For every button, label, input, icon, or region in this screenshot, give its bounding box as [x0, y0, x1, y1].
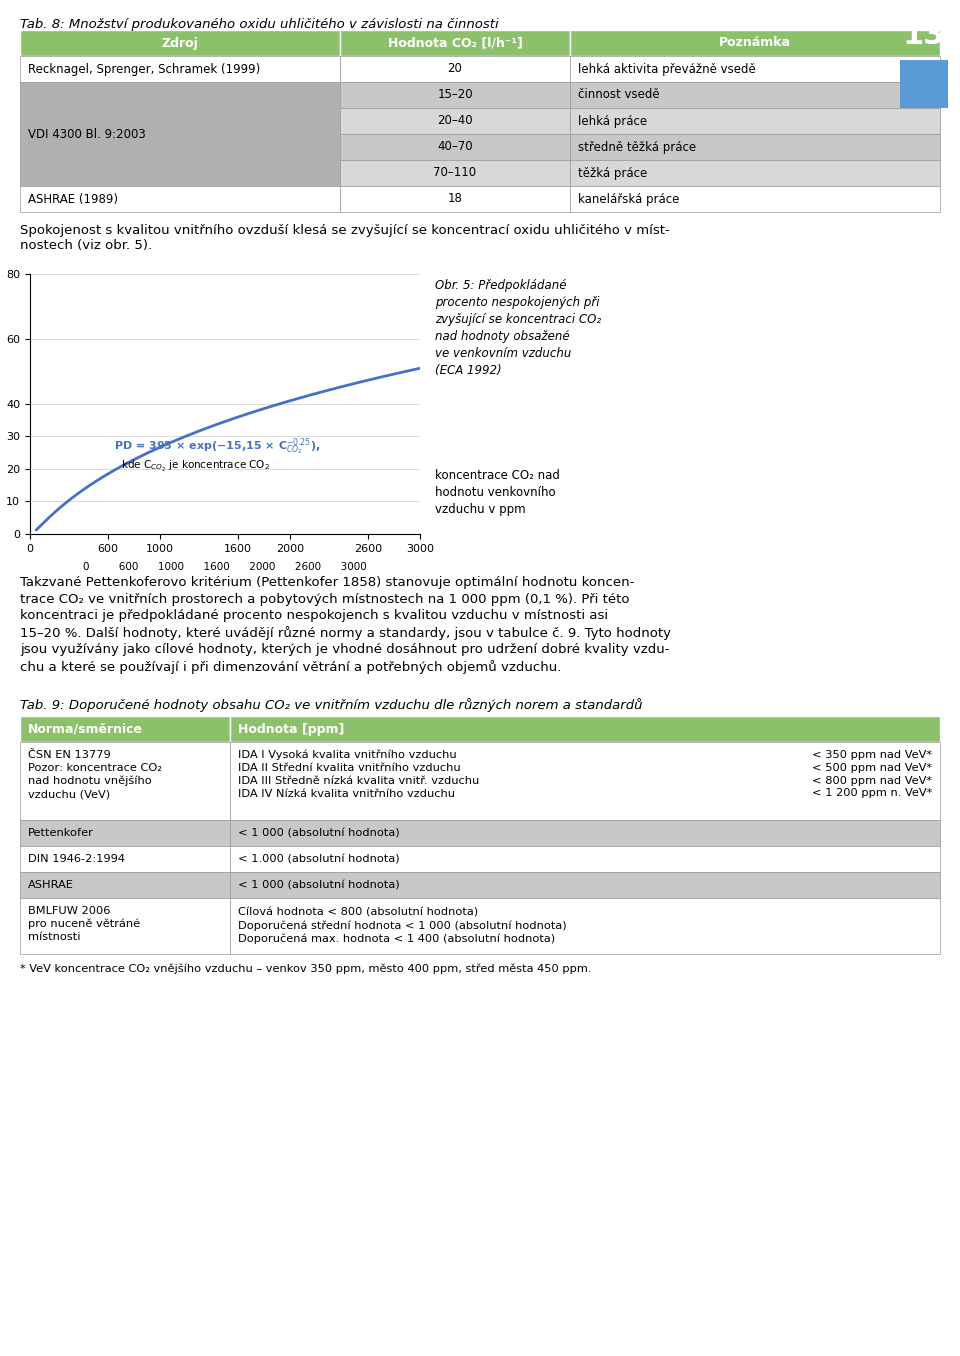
Text: < 1.000 (absolutní hodnota): < 1.000 (absolutní hodnota) [238, 854, 399, 864]
Bar [20, 742, 230, 820]
Bar [340, 108, 570, 134]
Text: Recknagel, Sprenger, Schramek (1999): Recknagel, Sprenger, Schramek (1999) [28, 62, 260, 76]
Text: Takzvané Pettenkoferovo kritérium (Pettenkofer 1858) stanovuje optimální hodnotu: Takzvané Pettenkoferovo kritérium (Pette… [20, 576, 671, 674]
Text: ASHRAE: ASHRAE [28, 880, 74, 890]
Text: 13: 13 [902, 22, 946, 50]
Text: kanelářská práce: kanelářská práce [578, 193, 680, 206]
Text: Tab. 8: Množství produkovaného oxidu uhličitého v závislosti na činnosti: Tab. 8: Množství produkovaného oxidu uhl… [20, 18, 498, 31]
Text: PD = 395 × exp(−15,15 × C$_{CO_2}^{-0.25}$),: PD = 395 × exp(−15,15 × C$_{CO_2}^{-0.25… [114, 437, 321, 457]
Text: 15–20: 15–20 [437, 88, 473, 102]
Bar [230, 898, 940, 955]
Bar [20, 872, 230, 898]
Text: * VeV koncentrace CO₂ vnějšího vzduchu – venkov 350 ppm, město 400 ppm, střed mě: * VeV koncentrace CO₂ vnějšího vzduchu –… [20, 964, 591, 975]
Bar [900, 60, 948, 108]
Bar [20, 56, 340, 81]
Text: VDI 4300 Bl. 9:2003: VDI 4300 Bl. 9:2003 [28, 127, 146, 141]
Text: Tab. 9: Doporučené hodnoty obsahu CO₂ ve vnitřním vzduchu dle různých norem a st: Tab. 9: Doporučené hodnoty obsahu CO₂ ve… [20, 698, 642, 712]
Bar [570, 160, 940, 186]
Bar [20, 186, 340, 212]
Bar [20, 846, 230, 872]
Text: Pettenkofer: Pettenkofer [28, 829, 94, 838]
Text: ČSN EN 13779
Pozor: koncentrace CO₂
nad hodnotu vnějšího
vzduchu (VeV): ČSN EN 13779 Pozor: koncentrace CO₂ nad … [28, 750, 162, 799]
Text: IDA I Vysoká kvalita vnitřního vzduchu
IDA II Střední kvalita vnitřního vzduchu
: IDA I Vysoká kvalita vnitřního vzduchu I… [238, 750, 479, 799]
Bar [570, 186, 940, 212]
Text: Poznámka: Poznámka [719, 37, 791, 50]
Bar [20, 30, 340, 56]
Bar [230, 742, 940, 820]
Bar [20, 898, 230, 955]
Bar [570, 56, 940, 81]
Text: 20–40: 20–40 [437, 114, 473, 127]
Text: Spokojenost s kvalitou vnitřního ovzduší klesá se zvyšující se koncentrací oxidu: Spokojenost s kvalitou vnitřního ovzduší… [20, 224, 670, 252]
Bar [20, 81, 340, 186]
Bar [20, 716, 230, 742]
Bar [340, 56, 570, 81]
Bar [570, 81, 940, 108]
Bar [340, 134, 570, 160]
Text: kde C$_{CO_2}$ je koncentrace CO$_2$: kde C$_{CO_2}$ je koncentrace CO$_2$ [121, 458, 270, 475]
Bar [340, 81, 570, 108]
Bar [340, 30, 570, 56]
Text: Cílová hodnota < 800 (absolutní hodnota)
Doporučená střední hodnota < 1 000 (abs: Cílová hodnota < 800 (absolutní hodnota)… [238, 907, 566, 945]
Bar [20, 820, 230, 846]
Text: Obr. 5: Předpokládané
procento nespokojených při
zvyšující se koncentraci CO₂
na: Obr. 5: Předpokládané procento nespokoje… [435, 279, 601, 377]
Bar [570, 30, 940, 56]
Bar [340, 186, 570, 212]
Text: < 350 ppm nad VeV*
< 500 ppm nad VeV*
< 800 ppm nad VeV*
< 1 200 ppm n. VeV*: < 350 ppm nad VeV* < 500 ppm nad VeV* < … [812, 750, 932, 799]
Text: < 1 000 (absolutní hodnota): < 1 000 (absolutní hodnota) [238, 829, 399, 838]
Bar [570, 108, 940, 134]
Text: 40–70: 40–70 [437, 141, 473, 153]
Text: BMLFUW 2006
pro nuceně větráné
místnosti: BMLFUW 2006 pro nuceně větráné místnosti [28, 906, 140, 942]
Bar [230, 872, 940, 898]
Text: lehká práce: lehká práce [578, 114, 647, 127]
Text: 20: 20 [447, 62, 463, 76]
Text: Hodnota CO₂ [l/h⁻¹]: Hodnota CO₂ [l/h⁻¹] [388, 37, 522, 50]
Text: ASHRAE (1989): ASHRAE (1989) [28, 193, 118, 206]
Text: 70–110: 70–110 [433, 167, 476, 179]
Text: < 1 000 (absolutní hodnota): < 1 000 (absolutní hodnota) [238, 880, 399, 890]
Bar [340, 160, 570, 186]
Text: koncentrace CO₂ nad
hodnotu venkovního
vzduchu v ppm: koncentrace CO₂ nad hodnotu venkovního v… [435, 469, 560, 517]
Bar [570, 134, 940, 160]
Text: těžká práce: těžká práce [578, 167, 647, 179]
Text: Norma/směrnice: Norma/směrnice [28, 723, 143, 735]
Text: středně těžká práce: středně těžká práce [578, 141, 696, 153]
Text: lehká aktivita převážně vsedě: lehká aktivita převážně vsedě [578, 62, 756, 76]
Bar [230, 846, 940, 872]
Text: Hodnota [ppm]: Hodnota [ppm] [238, 723, 345, 735]
Text: činnost vsedě: činnost vsedě [578, 88, 660, 102]
Text: 18: 18 [447, 193, 463, 206]
Text: Zdroj: Zdroj [161, 37, 199, 50]
Bar [230, 716, 940, 742]
Bar [230, 820, 940, 846]
Text: DIN 1946-2:1994: DIN 1946-2:1994 [28, 854, 125, 864]
Text: 0         600      1000      1600      2000      2600      3000: 0 600 1000 1600 2000 2600 3000 [84, 561, 367, 572]
